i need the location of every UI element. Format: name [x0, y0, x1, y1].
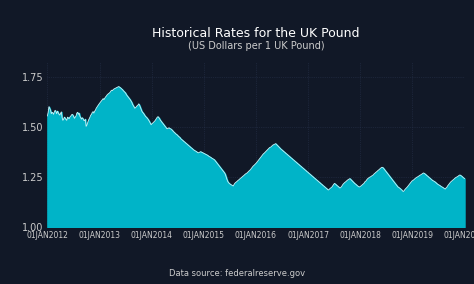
- Text: (US Dollars per 1 UK Pound): (US Dollars per 1 UK Pound): [188, 41, 324, 51]
- Title: Historical Rates for the UK Pound: Historical Rates for the UK Pound: [152, 28, 360, 41]
- Text: Data source: federalreserve.gov: Data source: federalreserve.gov: [169, 269, 305, 278]
